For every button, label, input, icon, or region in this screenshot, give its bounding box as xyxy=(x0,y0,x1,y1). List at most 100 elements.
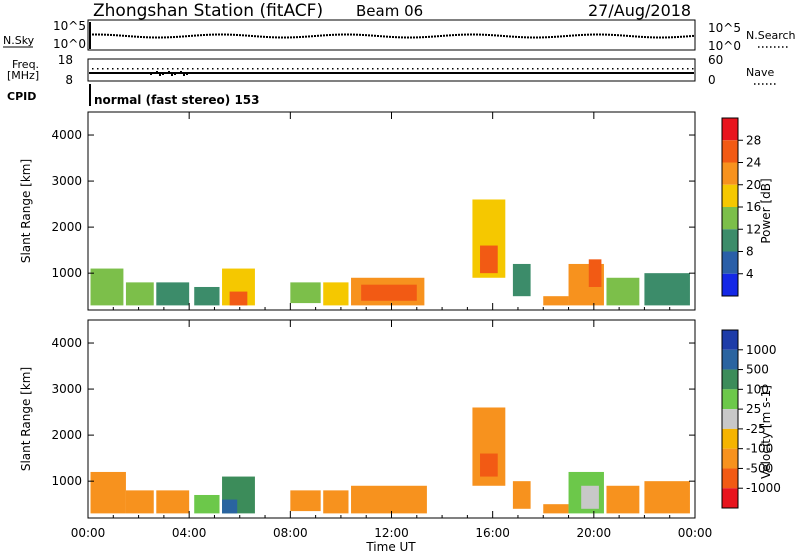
power-colorbar: 28 24 20 16 12 8 4 xyxy=(721,117,761,297)
noise-point xyxy=(449,34,451,37)
data-block-16 xyxy=(606,277,640,306)
y-tick-label: 2000 xyxy=(51,220,82,234)
nave-point xyxy=(327,68,329,70)
noise-point xyxy=(119,34,121,37)
x-tick-label: 16:00 xyxy=(475,526,510,540)
nave-point xyxy=(422,68,424,70)
time-axis-label: Time UT xyxy=(365,540,416,554)
noise-point xyxy=(635,35,637,38)
nave-point xyxy=(382,68,384,70)
noise-point xyxy=(656,36,658,39)
colorbar-segment xyxy=(722,349,738,370)
nave-point xyxy=(177,68,179,70)
velocity-colorbar: 1000 500 100 25 -25 -100 -500 -1000 xyxy=(721,329,781,509)
colorbar-segment xyxy=(722,330,738,350)
noise-point xyxy=(509,35,511,38)
noise-point xyxy=(134,35,136,38)
noise-trace xyxy=(92,33,694,39)
noise-point xyxy=(476,33,478,36)
noise-point xyxy=(641,35,643,38)
data-block-15 xyxy=(588,259,602,287)
noise-point xyxy=(593,33,595,36)
colorbar-segment xyxy=(722,229,738,252)
noise-point xyxy=(488,33,490,36)
noise-point xyxy=(437,35,439,38)
cpid-row: CPID normal (fast stereo) 153 xyxy=(7,84,260,107)
x-tick-label: 04:00 xyxy=(172,526,207,540)
nave-point xyxy=(242,68,244,70)
nave-point xyxy=(212,68,214,70)
nave-point xyxy=(497,68,499,70)
data-block-0 xyxy=(90,268,124,306)
noise-point xyxy=(335,33,337,36)
noise-point xyxy=(242,34,244,37)
nave-point xyxy=(262,68,264,70)
noise-point xyxy=(104,33,106,36)
nave-point xyxy=(647,68,649,70)
nave-point xyxy=(357,68,359,70)
noise-point xyxy=(251,34,253,37)
noise-point xyxy=(269,36,271,39)
noise-point xyxy=(680,35,682,38)
nave-point xyxy=(159,74,161,76)
power-colorbar-title: Power [dB] xyxy=(759,178,773,243)
nave-point xyxy=(183,74,185,76)
noise-point xyxy=(329,33,331,36)
nave-point xyxy=(447,68,449,70)
noise-point xyxy=(305,35,307,38)
noise-point xyxy=(527,36,529,39)
nave-point xyxy=(492,68,494,70)
noise-point xyxy=(443,34,445,37)
noise-point xyxy=(398,36,400,39)
nave-point xyxy=(372,68,374,70)
noise-point xyxy=(230,33,232,36)
colorbar-tick-label: 8 xyxy=(746,245,754,259)
noise-point xyxy=(338,33,340,36)
noise-point xyxy=(308,35,310,38)
nave-point xyxy=(507,68,509,70)
noise-point xyxy=(440,34,442,37)
noise-point xyxy=(632,35,634,38)
colorbar-segment xyxy=(722,184,738,207)
nave-point xyxy=(522,68,524,70)
data-block-16 xyxy=(644,481,690,514)
y-tick-label: 3000 xyxy=(51,382,82,396)
nave-point xyxy=(162,68,164,70)
noise-point xyxy=(125,34,127,37)
noise-point xyxy=(677,35,679,38)
nave-point xyxy=(237,68,239,70)
noise-point xyxy=(371,34,373,37)
noise-point xyxy=(647,36,649,39)
colorbar-segment xyxy=(722,468,738,489)
nave-point xyxy=(612,68,614,70)
freq-label-1: Freq. xyxy=(12,58,39,71)
velocity-data xyxy=(90,407,690,514)
nave-point xyxy=(257,68,259,70)
noise-point xyxy=(452,34,454,37)
noise-point xyxy=(500,34,502,37)
nave-point xyxy=(547,68,549,70)
noise-point xyxy=(377,35,379,38)
frequency-trace xyxy=(89,68,694,76)
nave-point xyxy=(307,68,309,70)
noise-point xyxy=(536,36,538,39)
colorbar-segment xyxy=(722,207,738,230)
nave-point xyxy=(186,73,188,75)
time-axis-labels: 00:00 04:00 08:00 12:00 16:00 20:00 00:00 xyxy=(71,526,713,540)
nave-point xyxy=(652,68,654,70)
noise-point xyxy=(512,35,514,38)
colorbar-segment xyxy=(722,428,738,449)
noise-point xyxy=(107,33,109,36)
nave-point xyxy=(277,68,279,70)
nave-point xyxy=(137,68,139,70)
noise-point xyxy=(458,33,460,36)
noise-point xyxy=(491,34,493,37)
nave-point xyxy=(132,68,134,70)
noise-point xyxy=(296,36,298,39)
noise-point xyxy=(293,36,295,39)
velocity-ylabel: Slant Range [km] xyxy=(19,367,33,471)
noise-point xyxy=(473,33,475,36)
noise-point xyxy=(110,33,112,36)
noise-point xyxy=(344,33,346,36)
